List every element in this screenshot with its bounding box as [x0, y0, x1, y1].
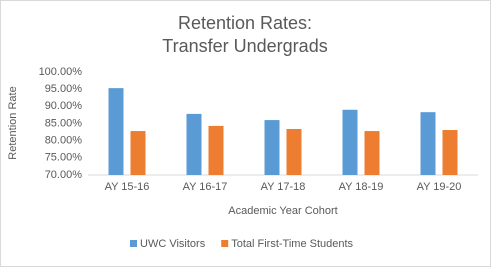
chart-title: Retention Rates: — [178, 13, 312, 33]
bar — [420, 112, 436, 175]
y-tick-label: 85.00% — [45, 117, 83, 129]
legend-label: UWC Visitors — [140, 238, 206, 250]
bar — [186, 113, 202, 175]
y-tick-label: 70.00% — [45, 169, 83, 181]
legend-swatch — [130, 240, 137, 247]
x-tick-label: AY 18-19 — [339, 181, 384, 193]
legend-swatch — [221, 240, 229, 247]
x-tick-label: AY 16-17 — [183, 181, 228, 193]
y-tick-label: 80.00% — [45, 135, 83, 147]
bar — [264, 120, 280, 175]
bar — [208, 125, 224, 175]
x-tick-label: AY 17-18 — [261, 181, 306, 193]
y-tick-label: 90.00% — [45, 100, 83, 112]
bar — [286, 128, 302, 175]
bar — [108, 88, 124, 175]
bar — [130, 131, 146, 175]
y-axis-title: Retention Rate — [7, 86, 19, 159]
legend-label: Total First-Time Students — [231, 238, 353, 250]
chart-title: Transfer Undergrads — [162, 36, 327, 56]
bar — [342, 109, 358, 175]
y-tick-label: 95.00% — [45, 83, 83, 95]
x-tick-label: AY 19-20 — [417, 181, 462, 193]
bar — [442, 130, 458, 175]
y-tick-label: 100.00% — [39, 66, 83, 78]
x-tick-label: AY 15-16 — [105, 181, 150, 193]
bar — [364, 131, 380, 175]
y-tick-label: 75.00% — [45, 152, 83, 164]
x-axis-title: Academic Year Cohort — [228, 205, 337, 217]
